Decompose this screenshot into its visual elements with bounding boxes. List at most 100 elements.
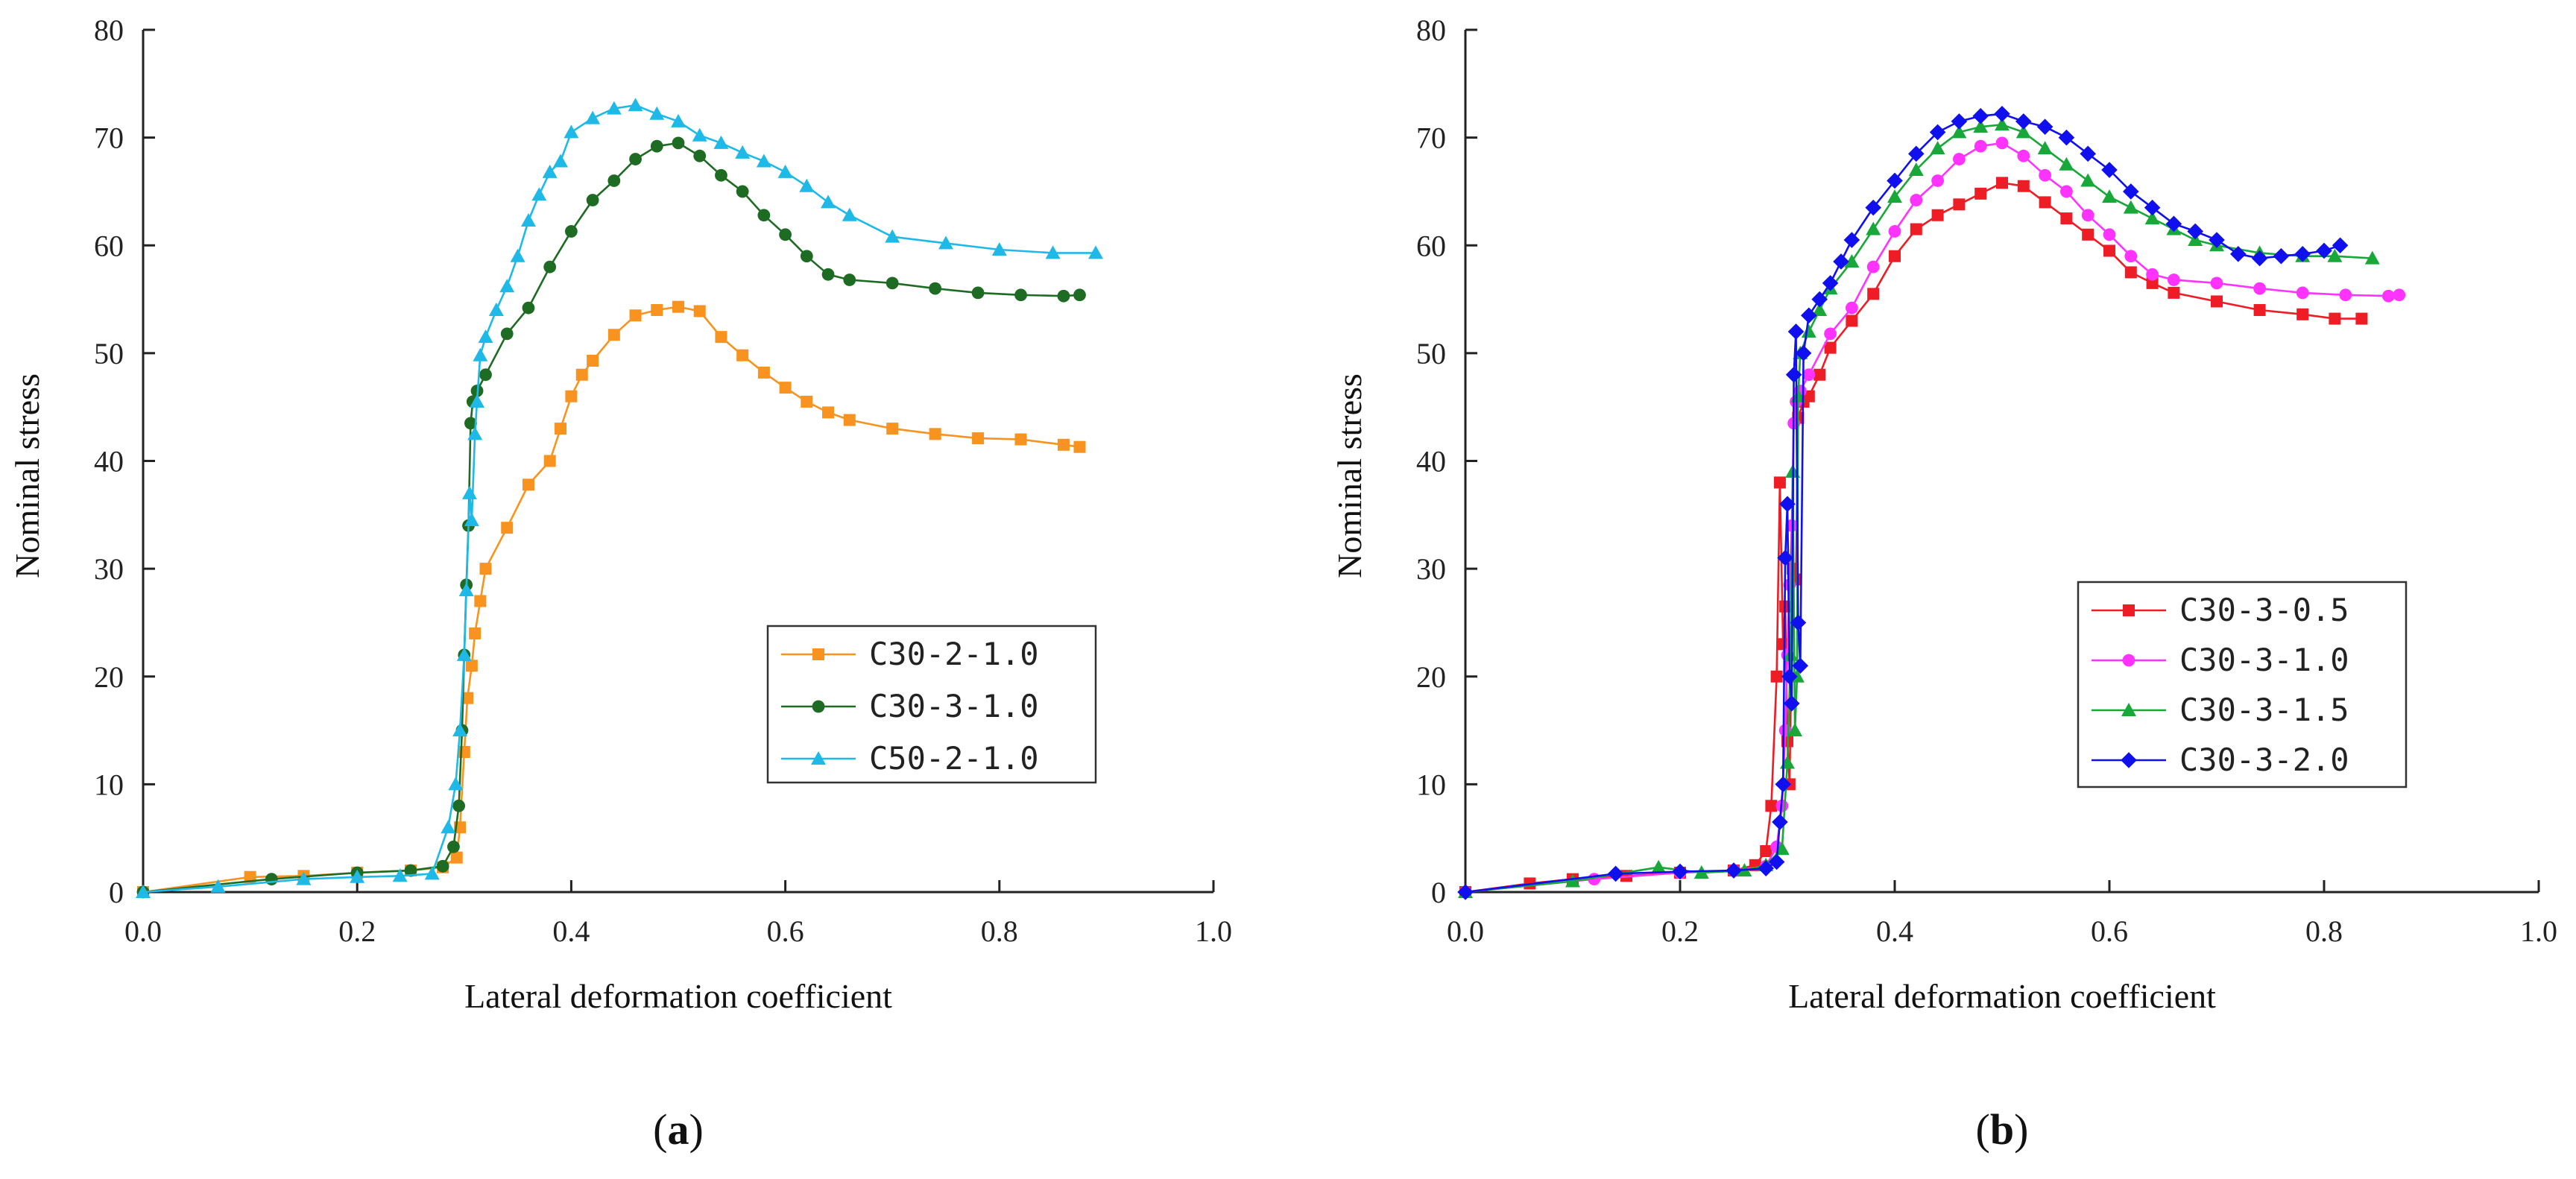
panel-b-data-point: [2165, 215, 2182, 233]
panel-a-data-point: [821, 268, 835, 281]
panel-b-data-point: [2144, 199, 2161, 216]
panel-a-data-point: [757, 366, 770, 379]
panel-b-data-point: [1995, 136, 2009, 150]
panel-a-y-tick-label: 0: [109, 876, 124, 909]
panel-b-data-point: [2211, 295, 2223, 308]
panel-a: 0.0 0.2 0.4 0.6 0.8 1.0 0 10 20 30 40 50 60 70 80 Later…: [8, 13, 1232, 1154]
panel-a-data-point: [843, 274, 856, 286]
panel-b-data-point: [2039, 196, 2051, 209]
panel-a-data-point: [715, 331, 727, 344]
panel-a-data-point: [607, 329, 620, 341]
panel-a-x-tick-label: 0.0: [124, 914, 162, 948]
panel-a-data-point: [1057, 438, 1070, 451]
panel-a-data-point: [801, 395, 813, 408]
panel-a-data-point: [296, 871, 312, 885]
panel-a-data-point: [779, 382, 792, 394]
panel-a-data-point: [1045, 245, 1061, 259]
panel-a-data-point: [885, 229, 900, 243]
panel-a-data-point: [404, 864, 417, 877]
panel-b-data-point: [2123, 200, 2138, 214]
panel-b-data-point: [1795, 345, 1812, 361]
panel-b-data-point: [2039, 168, 2052, 182]
panel-a-data-point: [543, 455, 556, 467]
panel-a-data-point: [585, 110, 601, 124]
panel-b-x-tick-label: 0.6: [2091, 914, 2128, 948]
panel-a-data-point: [735, 145, 751, 159]
panel-b-data-point: [1822, 275, 1839, 291]
panel-a-data-point: [210, 879, 226, 893]
panel-b-data-point: [2060, 185, 2073, 198]
panel-a-y-tick-label: 50: [94, 337, 124, 370]
panel-a-y-tick-label: 30: [94, 552, 124, 586]
panel-a-data-point: [470, 393, 485, 408]
panel-a-data-point: [265, 873, 278, 886]
panel-b-y-tick-label: 40: [1416, 445, 1446, 478]
panel-b-data-point: [2364, 250, 2380, 265]
panel-b-data-point: [1846, 301, 1858, 314]
panel-b-legend-label: C30-3-1.0: [2179, 642, 2349, 678]
panel-b-data-point: [1779, 496, 1796, 513]
panel-a-data-point: [671, 113, 686, 127]
panel-a-caption: (a): [653, 1105, 704, 1154]
panel-b-data-point: [1888, 225, 1901, 238]
panel-b-data-point: [1770, 670, 1783, 683]
panel-a-data-point: [587, 354, 599, 367]
panel-a-data-point: [479, 368, 492, 382]
panel-b-data-point: [1833, 253, 1849, 270]
panel-a-data-point: [565, 225, 578, 238]
panel-a-data-point: [350, 869, 365, 883]
panel-b-x-tick-label: 0.0: [1447, 914, 1484, 948]
panel-a-data-point: [522, 301, 535, 314]
panel-b-data-point: [2146, 276, 2159, 289]
panel-a-series-3: [136, 98, 1104, 898]
panel-b-data-point: [1790, 614, 1807, 631]
panel-a-data-point: [448, 777, 464, 791]
panel-b-data-point: [2058, 129, 2075, 146]
panel-a-data-point: [473, 347, 488, 361]
panel-b-data-point: [2103, 228, 2116, 241]
panel-b-data-point: [2382, 289, 2395, 303]
panel-b-data-point: [2253, 304, 2266, 317]
panel-b-data-point: [2329, 312, 2341, 325]
panel-b-data-point: [1787, 323, 1805, 340]
panel-a-data-point: [886, 276, 899, 290]
panel-b-data-point: [1867, 288, 1880, 300]
panel-b-data-point: [1812, 303, 1828, 317]
panel-a-data-point: [522, 478, 534, 491]
panel-a-data-point: [586, 194, 599, 206]
panel-b-data-point: [2294, 246, 2311, 262]
panel-a-data-point: [929, 428, 941, 440]
panel-a-data-point: [461, 692, 474, 704]
panel-b-data-point: [1953, 153, 1966, 165]
panel-b-data-point: [2146, 268, 2159, 281]
panel-b-data-point: [1889, 250, 1901, 262]
panel-a-data-point: [736, 185, 749, 198]
panel-b-data-point: [1910, 223, 1922, 236]
panel-a-y-axis-label: Nominal stress: [8, 373, 46, 578]
panel-b-data-point: [2080, 145, 2096, 162]
panel-b-data-point: [2015, 124, 2031, 139]
panel-b-data-point: [2036, 118, 2053, 135]
panel-a-data-point: [474, 595, 487, 607]
panel-b-data-point: [1887, 189, 1902, 203]
panel-b-y-tick-label: 30: [1416, 552, 1446, 586]
panel-b-y-tick-label: 50: [1416, 337, 1446, 370]
panel-b-y-tick-label: 60: [1416, 229, 1446, 262]
panel-a-data-point: [441, 820, 456, 834]
panel-b-caption: (b): [1976, 1105, 2029, 1154]
panel-b-data-point: [1773, 476, 1786, 489]
panel-a-data-point: [392, 868, 408, 882]
panel-a-y-tick-label: 60: [94, 229, 124, 262]
panel-a-legend-marker: [812, 648, 824, 660]
panel-b-data-point: [1802, 368, 1816, 382]
panel-a-data-point: [543, 260, 557, 274]
panel-a-x-tick-label: 0.6: [767, 914, 804, 948]
panel-a-data-point: [799, 178, 815, 192]
panel-b-data-point: [2144, 211, 2160, 225]
panel-a-data-point: [800, 250, 813, 263]
panel-b-data-point: [1844, 253, 1860, 268]
panel-a-data-point: [456, 647, 472, 661]
panel-b-data-point: [1765, 800, 1778, 812]
panel-a-data-point: [651, 304, 663, 317]
